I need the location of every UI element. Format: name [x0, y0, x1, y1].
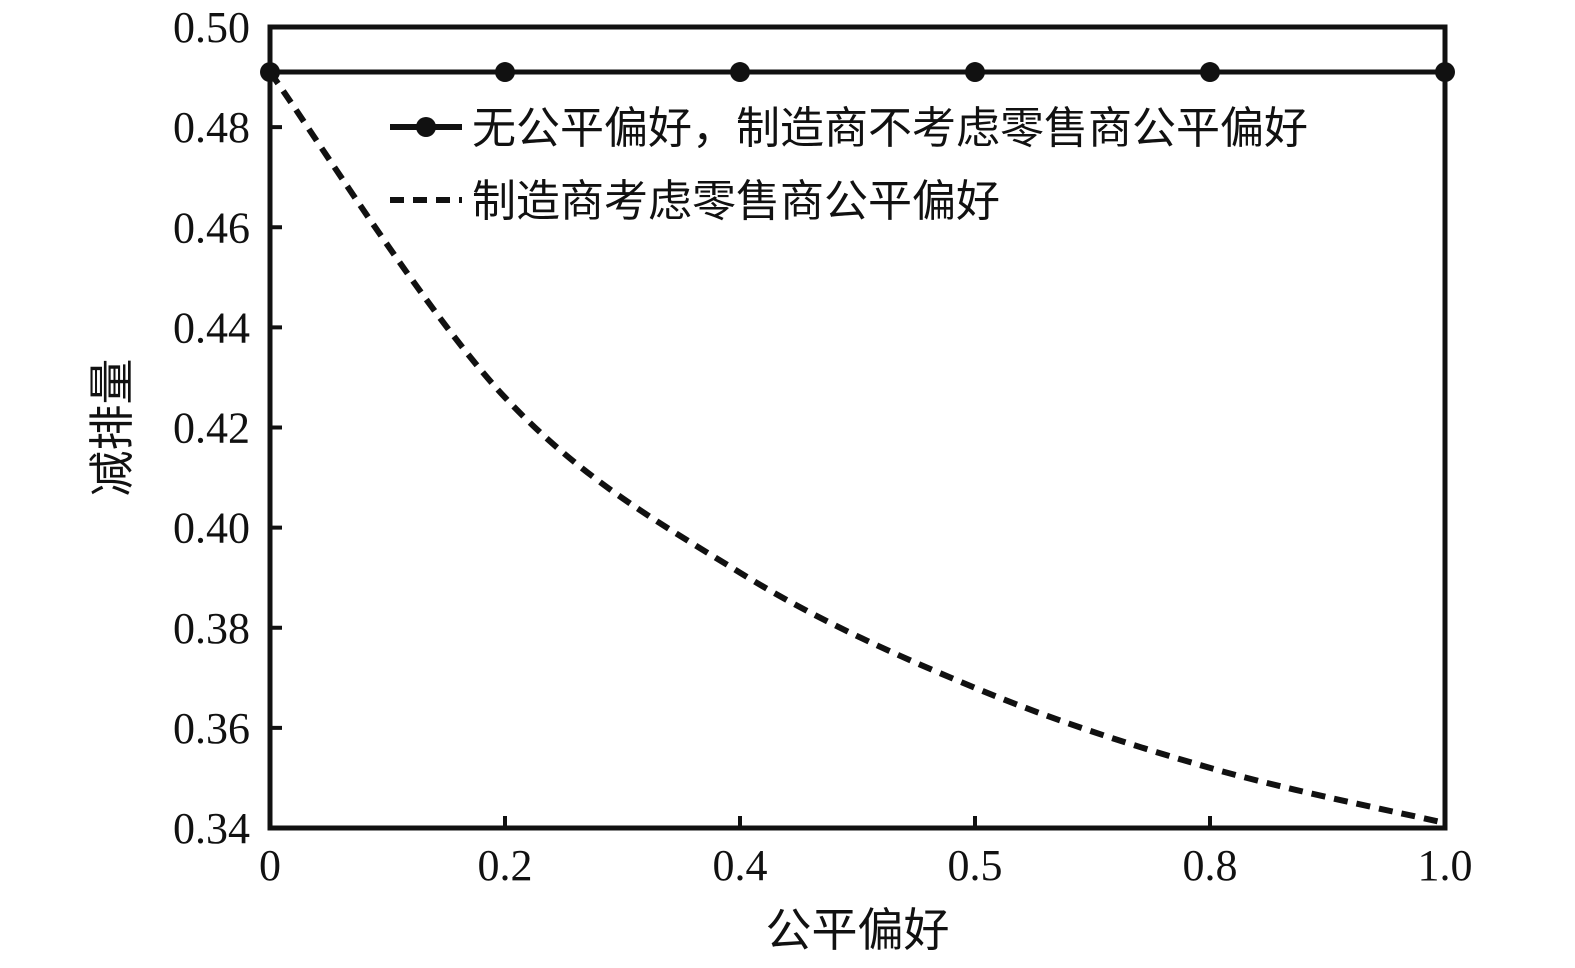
y-tick-label: 0.44 — [173, 303, 250, 352]
y-tick-label: 0.34 — [173, 804, 250, 853]
y-axis-title: 减排量 — [85, 359, 139, 497]
series-marker-0 — [730, 62, 750, 83]
x-tick-label: 0.8 — [1183, 841, 1238, 890]
series-marker-0 — [1200, 62, 1220, 83]
series-marker-0 — [495, 62, 515, 83]
labels-layer: 0.34 0.36 0.38 0.40 0.42 0.44 0.46 0.48 0.50 0 0.2… — [173, 3, 1473, 890]
x-tick-label: 1.0 — [1418, 841, 1473, 890]
x-axis-title: 公平偏好 — [766, 903, 950, 957]
y-tick-label: 0.36 — [173, 704, 250, 753]
y-tick-label: 0.38 — [173, 604, 250, 653]
series-marker-0 — [965, 62, 985, 83]
x-tick-label: 0.4 — [713, 841, 768, 890]
legend-label-no-fairness: 无公平偏好，制造商不考虑零售商公平偏好 — [472, 103, 1308, 154]
legend-marker-no-fairness — [416, 117, 436, 137]
legend: 无公平偏好，制造商不考虑零售商公平偏好 制造商考虑零售商公平偏好 — [390, 103, 1308, 227]
ticks-layer — [268, 25, 1447, 830]
y-tick-label: 0.48 — [173, 103, 250, 152]
legend-label-fairness-considered: 制造商考虑零售商公平偏好 — [472, 176, 1000, 227]
y-tick-label: 0.40 — [173, 504, 250, 553]
x-tick-label: 0 — [259, 841, 281, 890]
y-tick-label: 0.42 — [173, 404, 250, 453]
y-tick-label: 0.50 — [173, 3, 250, 52]
series-layer — [260, 62, 1455, 826]
x-tick-label: 0.5 — [948, 841, 1003, 890]
x-tick-label: 0.2 — [478, 841, 533, 890]
y-tick-label: 0.46 — [173, 203, 250, 252]
